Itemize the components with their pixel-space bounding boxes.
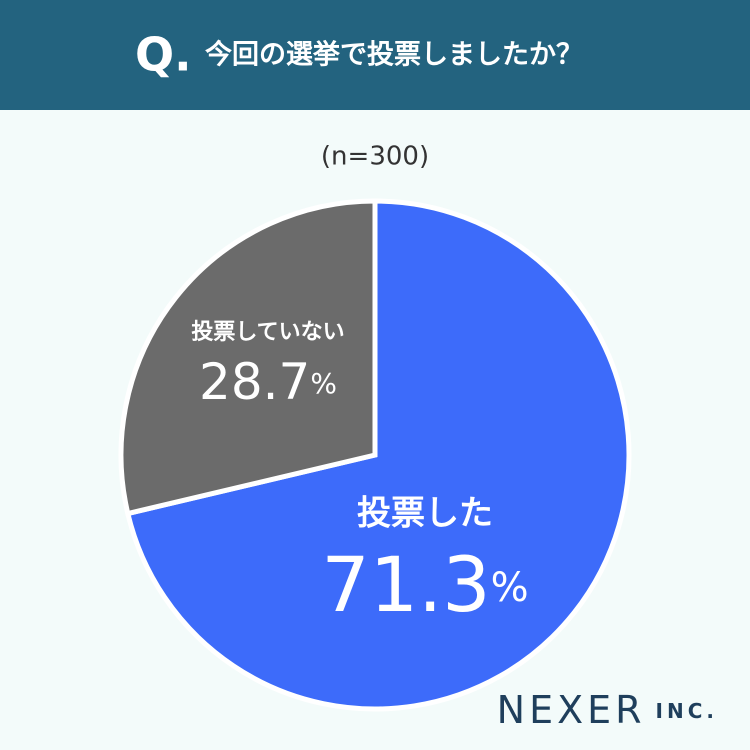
- brand: NEXER INC.: [497, 688, 718, 732]
- header: [0, 0, 750, 110]
- subtitle: (n=300): [321, 142, 429, 172]
- pie: [118, 198, 632, 712]
- question-mark: Q.: [135, 28, 192, 82]
- slice-label: 投票した: [357, 494, 493, 534]
- slice-label: 投票していない: [191, 320, 344, 345]
- value-label: 71.3%: [321, 540, 528, 629]
- brand-suffix: INC.: [656, 699, 718, 723]
- value-number: 28.7: [199, 353, 310, 411]
- value-unit: %: [491, 565, 529, 611]
- pie-slice: [118, 198, 378, 517]
- value-unit: %: [310, 367, 337, 400]
- value-label: 28.7%: [199, 353, 337, 411]
- chart-title: 今回の選挙で投票しましたか？: [205, 39, 583, 71]
- brand-name: NEXER: [497, 688, 646, 732]
- value-number: 71.3: [321, 540, 490, 629]
- pie-slice: [124, 198, 632, 712]
